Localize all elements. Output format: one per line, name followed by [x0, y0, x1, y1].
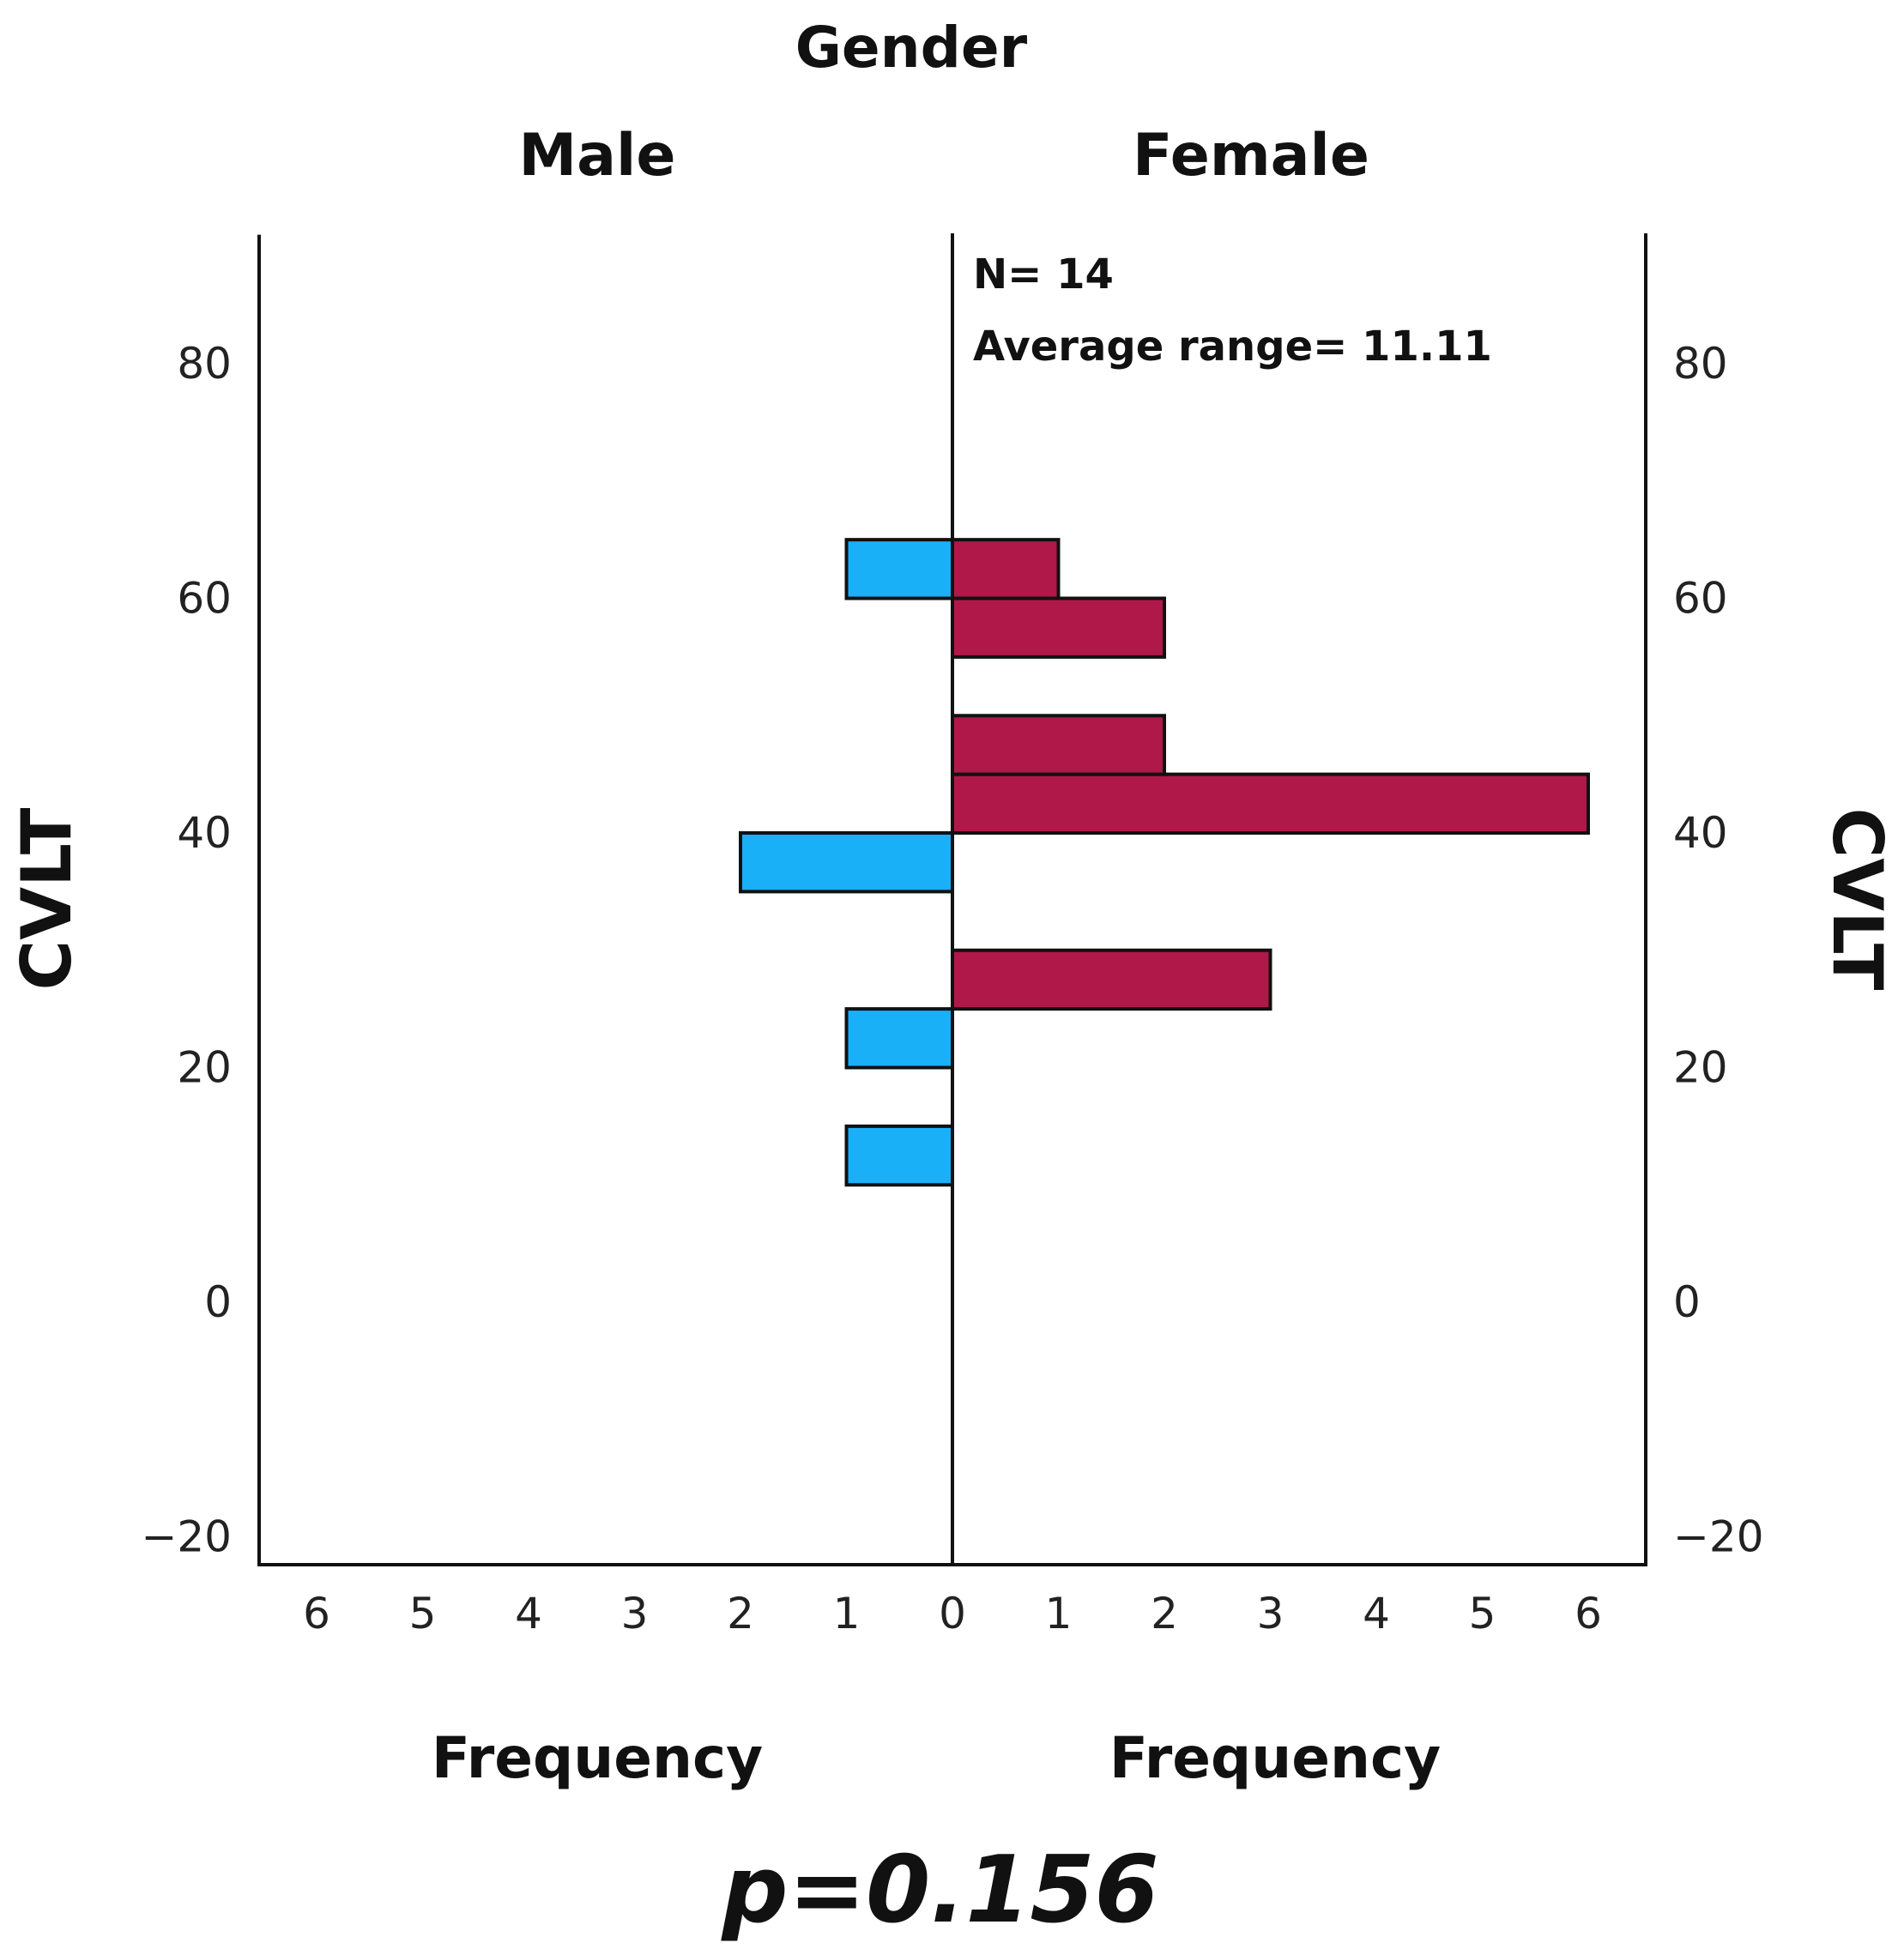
n-annotation: N= 14: [973, 250, 1114, 299]
x-axis-label-male: Frequency: [432, 1725, 763, 1791]
panel-title-male: Male: [519, 122, 676, 190]
x-tick-label-female: 2: [1151, 1589, 1178, 1638]
bar-female-55-60: [951, 596, 1166, 659]
x-tick-label-male: 0: [939, 1589, 966, 1638]
x-axis-label-female: Frequency: [1109, 1725, 1441, 1791]
y-axis-label-right: CVLT: [1817, 808, 1897, 991]
bars-group: [739, 538, 1590, 1187]
axes-group: [257, 233, 1647, 1566]
x-tick-label-male: 6: [303, 1589, 330, 1638]
bar-female-45-50: [951, 714, 1166, 776]
y-tick-label-left: 0: [204, 1277, 232, 1327]
bar-male-20-25: [844, 1007, 954, 1070]
y-tick-label-left: −20: [141, 1512, 232, 1562]
x-tick-label-male: 4: [515, 1589, 542, 1638]
x-tick-label-female: 6: [1575, 1589, 1602, 1638]
chart-title: Gender: [795, 15, 1028, 81]
y-tick-label-left: 60: [177, 574, 232, 624]
y-tick-label-right: −20: [1673, 1512, 1764, 1562]
y-tick-label-right: 40: [1673, 808, 1728, 858]
x-tick-label-female: 4: [1363, 1589, 1390, 1638]
y-tick-label-right: 60: [1673, 574, 1728, 624]
bar-male-10-15: [844, 1124, 954, 1187]
y-tick-label-right: 80: [1673, 339, 1728, 389]
y-axis-label-left: CVLT: [7, 807, 87, 990]
x-tick-label-female: 3: [1257, 1589, 1284, 1638]
bar-male-35-40: [739, 831, 954, 894]
y-tick-label-left: 40: [177, 808, 232, 858]
bar-female-25-30: [951, 948, 1272, 1011]
y-tick-label-right: 0: [1673, 1277, 1701, 1327]
x-tick-label-male: 2: [727, 1589, 754, 1638]
y-tick-label-left: 80: [177, 339, 232, 389]
bar-male-60-65: [844, 538, 954, 600]
average-range-annotation: Average range= 11.11: [973, 323, 1492, 371]
x-tick-label-female: 5: [1469, 1589, 1496, 1638]
bar-female-40-45: [951, 772, 1590, 835]
bar-female-60-65: [951, 538, 1061, 600]
y-tick-label-right: 20: [1673, 1043, 1728, 1093]
p-value: p=0.156: [720, 1837, 1158, 1944]
ticks-group: −20 −20 0 0 20 20 40 40 60 60 80 80 6 5 4 3 2 1 0 1 2 3 4 5 6: [141, 339, 1763, 1638]
y-tick-label-left: 20: [177, 1043, 232, 1093]
x-tick-label-male: 1: [833, 1589, 861, 1638]
x-tick-label-female: 1: [1045, 1589, 1073, 1638]
panel-title-female: Female: [1133, 122, 1369, 190]
x-tick-label-male: 3: [621, 1589, 649, 1638]
x-tick-label-male: 5: [409, 1589, 437, 1638]
